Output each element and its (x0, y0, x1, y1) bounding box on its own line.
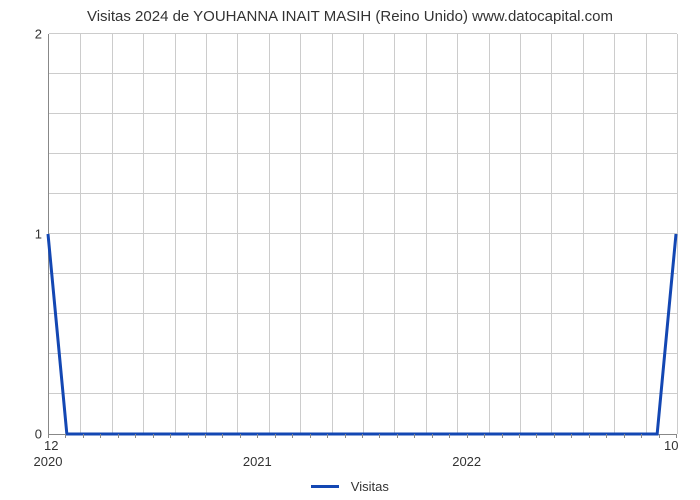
x-minor-tick (83, 434, 84, 438)
x-minor-tick (275, 434, 276, 438)
x-minor-tick (397, 434, 398, 438)
x-minor-tick (467, 434, 468, 438)
legend: Visitas (0, 478, 700, 494)
x-minor-tick (100, 434, 101, 438)
x-minor-tick (170, 434, 171, 438)
x-minor-tick (519, 434, 520, 438)
line-series (0, 0, 700, 500)
x-minor-tick (345, 434, 346, 438)
x-minor-tick (554, 434, 555, 438)
x-minor-tick (362, 434, 363, 438)
y-tick-label: 1 (12, 227, 42, 242)
x-tick-label: 2020 (34, 454, 63, 469)
x-minor-tick (571, 434, 572, 438)
x-minor-tick (484, 434, 485, 438)
x-minor-tick (240, 434, 241, 438)
x-tick-label: 2021 (243, 454, 272, 469)
series-end-label: 10 (664, 438, 678, 453)
x-minor-tick (222, 434, 223, 438)
x-minor-tick (659, 434, 660, 438)
y-tick-label: 0 (12, 427, 42, 442)
x-tick-label: 2022 (452, 454, 481, 469)
x-minor-tick (257, 434, 258, 438)
x-minor-tick (118, 434, 119, 438)
x-minor-tick (310, 434, 311, 438)
x-minor-tick (292, 434, 293, 438)
x-minor-tick (624, 434, 625, 438)
y-tick-label: 2 (12, 27, 42, 42)
x-minor-tick (606, 434, 607, 438)
series-start-label: 12 (44, 438, 58, 453)
x-minor-tick (432, 434, 433, 438)
legend-label: Visitas (351, 479, 389, 494)
legend-swatch (311, 485, 339, 488)
x-minor-tick (641, 434, 642, 438)
x-minor-tick (188, 434, 189, 438)
x-minor-tick (536, 434, 537, 438)
x-minor-tick (205, 434, 206, 438)
chart-container: Visitas 2024 de YOUHANNA INAIT MASIH (Re… (0, 0, 700, 500)
x-minor-tick (327, 434, 328, 438)
x-minor-tick (502, 434, 503, 438)
x-minor-tick (65, 434, 66, 438)
x-minor-tick (414, 434, 415, 438)
x-minor-tick (135, 434, 136, 438)
x-minor-tick (153, 434, 154, 438)
x-minor-tick (379, 434, 380, 438)
x-minor-tick (589, 434, 590, 438)
x-minor-tick (449, 434, 450, 438)
